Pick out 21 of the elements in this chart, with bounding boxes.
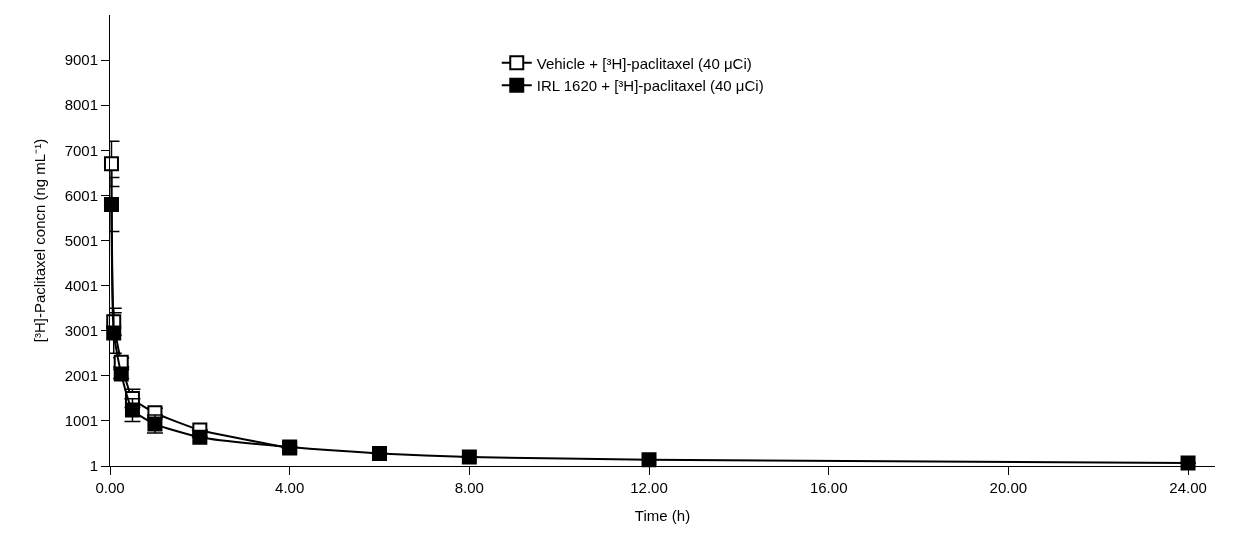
x-tick-label: 24.00	[1169, 479, 1207, 496]
y-tick-label: 2001	[64, 367, 98, 385]
x-tick-label: 4.00	[275, 479, 305, 496]
x-axis-title: Time (h)	[634, 507, 691, 524]
y-tick-label: 8001	[64, 96, 98, 114]
y-tick-label: 7001	[64, 141, 98, 159]
y-tick-label: 5001	[64, 231, 98, 249]
x-tick-label: 0.00	[95, 479, 125, 496]
x-tick-label: 16.00	[809, 479, 848, 496]
y-tick-label: 9001	[64, 51, 98, 69]
y-tick-label: 1001	[64, 412, 98, 430]
y-tick-label: 3001	[64, 321, 98, 339]
legend-label: IRL 1620 + [³H]-paclitaxel (40 μCi)	[536, 77, 764, 95]
y-tick-label: 4001	[64, 276, 98, 294]
x-tick-label: 20.00	[989, 479, 1028, 496]
legend-label: Vehicle + [³H]-paclitaxel (40 μCi)	[536, 54, 752, 72]
x-tick-label: 12.00	[630, 479, 668, 496]
y-tick-label: 1	[89, 457, 98, 475]
y-axis-title: [³H]-Paclitaxel concn (ng mL⁻¹)	[30, 138, 48, 343]
x-tick-label: 8.00	[454, 479, 484, 496]
y-tick-label: 6001	[64, 186, 98, 204]
